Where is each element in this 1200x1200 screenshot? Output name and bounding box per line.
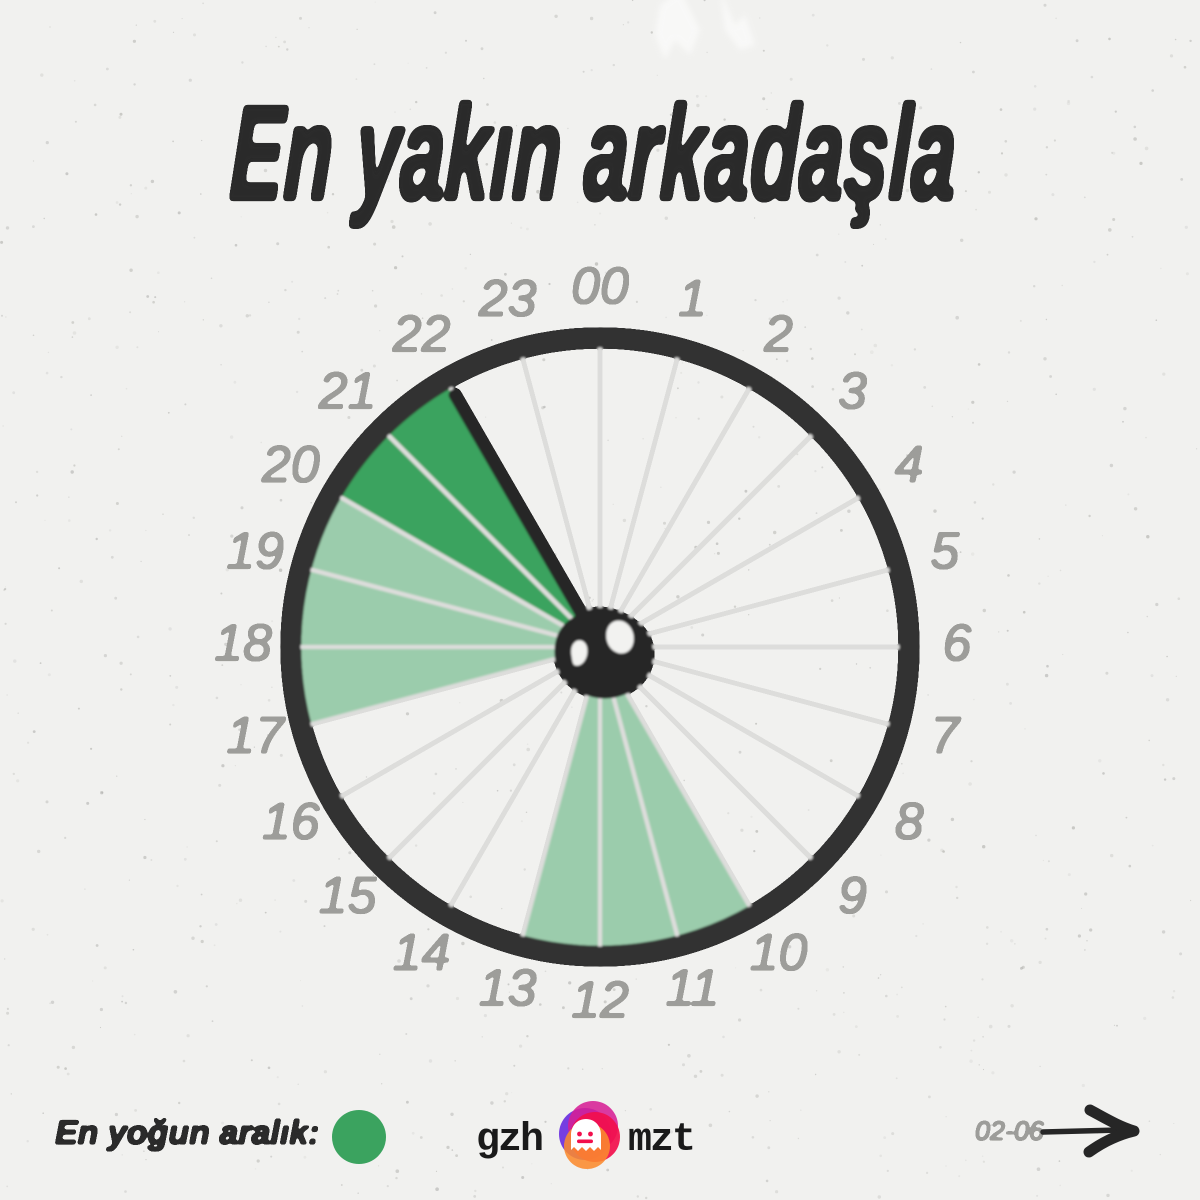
svg-text:En yoğun aralık:: En yoğun aralık:	[55, 1114, 320, 1152]
svg-text:mzt: mzt	[628, 1118, 694, 1163]
svg-text:02-06: 02-06	[975, 1116, 1045, 1146]
svg-text:gzh: gzh	[478, 1118, 542, 1163]
